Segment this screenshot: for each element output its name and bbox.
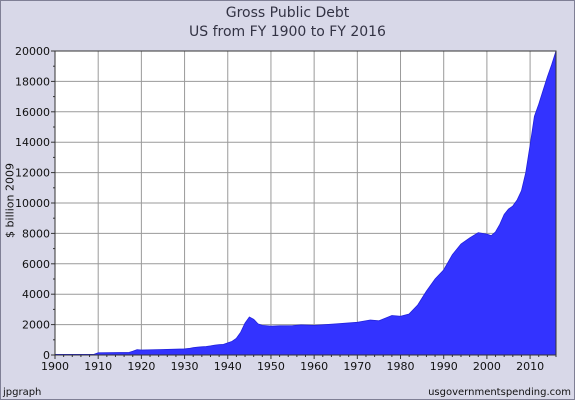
y-tick-label: 20000 bbox=[15, 45, 50, 58]
x-tick-label: 1990 bbox=[430, 360, 458, 373]
y-tick-label: 4000 bbox=[22, 288, 50, 301]
y-tick-label: 12000 bbox=[15, 167, 50, 180]
y-tick-label: 8000 bbox=[22, 227, 50, 240]
y-tick-label: 10000 bbox=[15, 197, 50, 210]
y-tick-label: 14000 bbox=[15, 136, 50, 149]
x-tick-label: 1920 bbox=[127, 360, 155, 373]
x-tick-label: 1970 bbox=[343, 360, 371, 373]
x-axis: 1900 1910 1920 1930 1940 1950 1960 1970 1980 1990… bbox=[41, 355, 557, 373]
x-tick-label: 1980 bbox=[387, 360, 415, 373]
x-tick-label: 1950 bbox=[257, 360, 285, 373]
y-tick-label: 6000 bbox=[22, 258, 50, 271]
y-tick-label: 18000 bbox=[15, 75, 50, 88]
x-tick-label: 2000 bbox=[473, 360, 501, 373]
footer-credit-left: jpgraph bbox=[3, 387, 42, 398]
x-tick-label: 1960 bbox=[300, 360, 328, 373]
y-tick-label: 16000 bbox=[15, 106, 50, 119]
chart-title: Gross Public Debt bbox=[225, 5, 350, 21]
x-tick-label: 1900 bbox=[41, 360, 69, 373]
x-tick-label: 1940 bbox=[214, 360, 242, 373]
debt-area-series bbox=[54, 50, 557, 356]
footer-credit-right: usgovernmentspending.com bbox=[428, 387, 571, 398]
y-axis-label: $ billion 2009 bbox=[3, 163, 17, 238]
x-tick-label: 2010 bbox=[516, 360, 544, 373]
y-tick-label: 2000 bbox=[22, 319, 50, 332]
chart-subtitle: US from FY 1900 to FY 2016 bbox=[189, 24, 386, 40]
x-tick-label: 1910 bbox=[84, 360, 112, 373]
x-tick-label: 1930 bbox=[171, 360, 199, 373]
y-axis: 0 2000 4000 6000 8000 10000 12000 14000 16000 180… bbox=[15, 45, 55, 362]
y-tick-label: 0 bbox=[43, 349, 50, 362]
